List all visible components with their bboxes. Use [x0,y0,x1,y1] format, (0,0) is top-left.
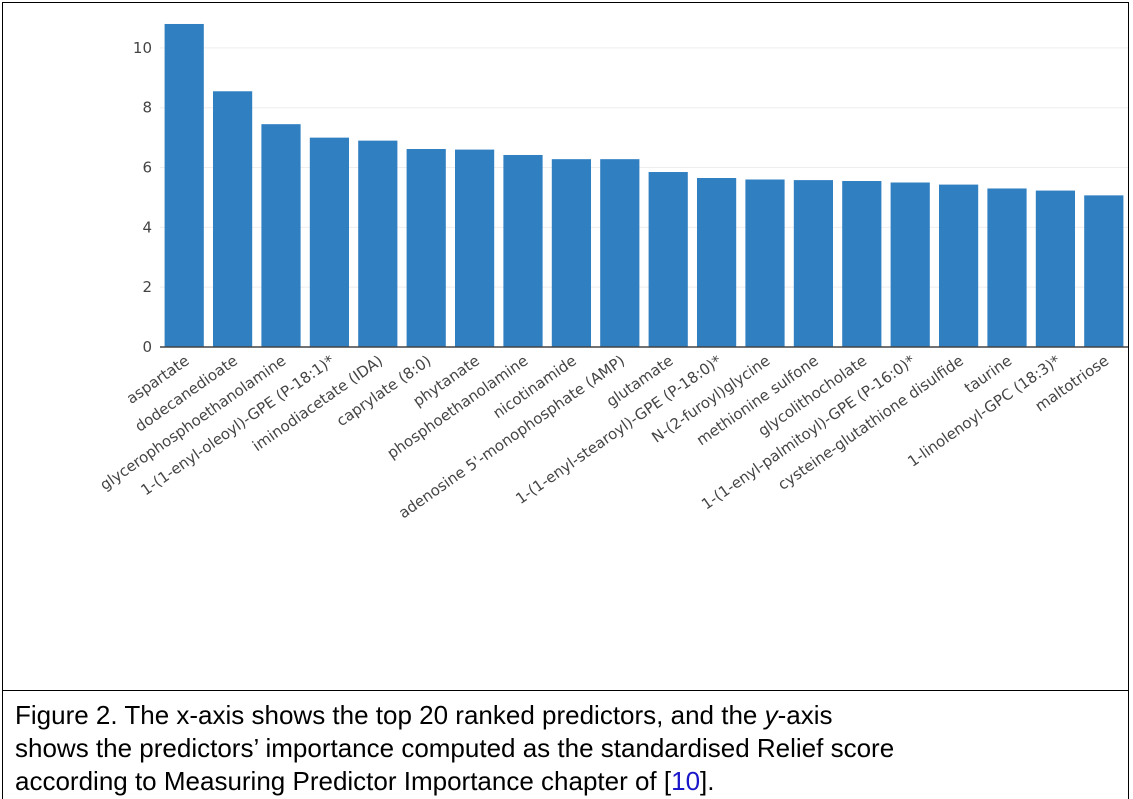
reference-link[interactable]: 10 [671,766,701,796]
bar[interactable] [648,172,688,347]
bar[interactable] [503,154,543,347]
caption-line-1-end: -axis [777,700,833,730]
bars [164,23,1124,348]
y-tick-label: 10 [133,39,152,57]
bar[interactable] [793,180,834,347]
y-tick-label: 8 [142,99,152,117]
bar[interactable] [1035,190,1076,347]
bar[interactable] [551,159,592,347]
caption-line-1-text: Figure 2. The x-axis shows the top 20 ra… [15,700,765,730]
bar[interactable] [358,140,398,347]
bar[interactable] [696,178,737,347]
y-tick-label: 6 [142,159,152,177]
caption-line-3: according to Measuring Predictor Importa… [15,765,1116,798]
bar[interactable] [454,149,495,347]
bar[interactable] [987,188,1027,347]
x-category-labels: aspartatedodecanedioateglycerophosphoeth… [97,351,1113,522]
x-category-label: glycerophosphoethanolamine [97,352,290,494]
figure-caption: Figure 2. The x-axis shows the top 20 ra… [2,690,1129,799]
bar[interactable] [842,181,882,347]
y-tick-label: 2 [142,278,152,296]
bar[interactable] [890,182,930,348]
bar[interactable] [938,184,979,347]
caption-y-italic: y [764,700,778,730]
bar-chart: 0 2 4 6 8 10 aspartatedodecanedioateglyceroph… [97,23,1128,522]
bar[interactable] [745,179,785,347]
bar[interactable] [1084,195,1124,347]
y-tick-label: 0 [142,338,152,356]
caption-line-3-text: according to Measuring Predictor Importa… [15,766,672,796]
y-tick-labels: 0 2 4 6 8 10 [133,39,152,356]
grid-lines [160,47,1128,288]
bar[interactable] [406,149,446,347]
bar[interactable] [309,137,350,347]
y-tick-label: 4 [142,218,152,236]
bar[interactable] [261,124,301,347]
caption-line-3-end: ]. [700,766,715,796]
caption-line-1: Figure 2. The x-axis shows the top 20 ra… [15,699,1116,732]
caption-line-2: shows the predictors’ importance compute… [15,733,895,763]
bar[interactable] [164,23,204,348]
bar[interactable] [212,91,253,347]
bar[interactable] [600,159,640,347]
